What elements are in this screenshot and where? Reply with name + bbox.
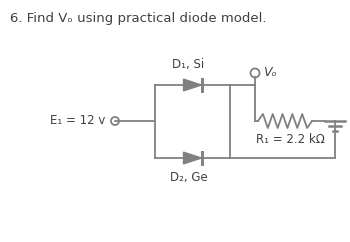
Text: E₁ = 12 v: E₁ = 12 v <box>50 114 105 128</box>
Text: 6. Find Vₒ using practical diode model.: 6. Find Vₒ using practical diode model. <box>10 12 266 25</box>
Text: D₂, Ge: D₂, Ge <box>170 171 207 184</box>
Text: Vₒ: Vₒ <box>263 67 277 80</box>
Text: R₁ = 2.2 kΩ: R₁ = 2.2 kΩ <box>256 133 324 146</box>
Polygon shape <box>183 79 202 91</box>
Text: D₁, Si: D₁, Si <box>172 58 205 71</box>
Polygon shape <box>183 152 202 164</box>
